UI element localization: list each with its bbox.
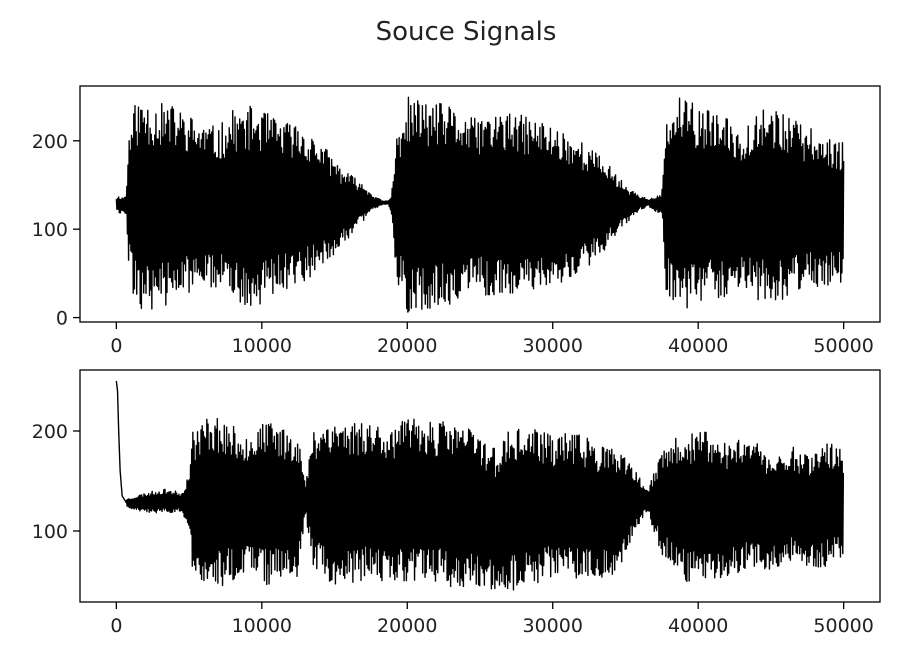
x-tick-label: 30000 [523,335,583,357]
x-tick-label: 20000 [377,335,437,357]
x-tick-label: 40000 [668,615,728,637]
x-tick-label: 0 [110,335,122,357]
axes-frame [79,85,881,323]
y-tick-label: 200 [32,131,68,153]
x-tick-label: 30000 [523,615,583,637]
y-tick-label: 100 [32,219,68,241]
x-tick-label: 10000 [232,335,292,357]
x-tick-label: 50000 [813,615,873,637]
chart-title: Souce Signals [376,17,557,47]
x-tick-label: 10000 [232,615,292,637]
x-tick-label: 20000 [377,615,437,637]
y-tick-label: 100 [32,521,68,543]
x-tick-label: 0 [110,615,122,637]
signal-trace [115,96,845,313]
top-signal-panel: 0 10000 20000 30000 40000 50000 0 100 200 [32,85,881,357]
x-tick-label: 40000 [668,335,728,357]
y-tick-label: 0 [56,308,68,330]
x-tick-label: 50000 [813,335,873,357]
bottom-signal-panel: 0 10000 20000 30000 40000 50000 100 200 [32,369,881,637]
signal-trace [115,380,845,591]
axes-frame [79,369,881,603]
y-tick-label: 200 [32,421,68,443]
